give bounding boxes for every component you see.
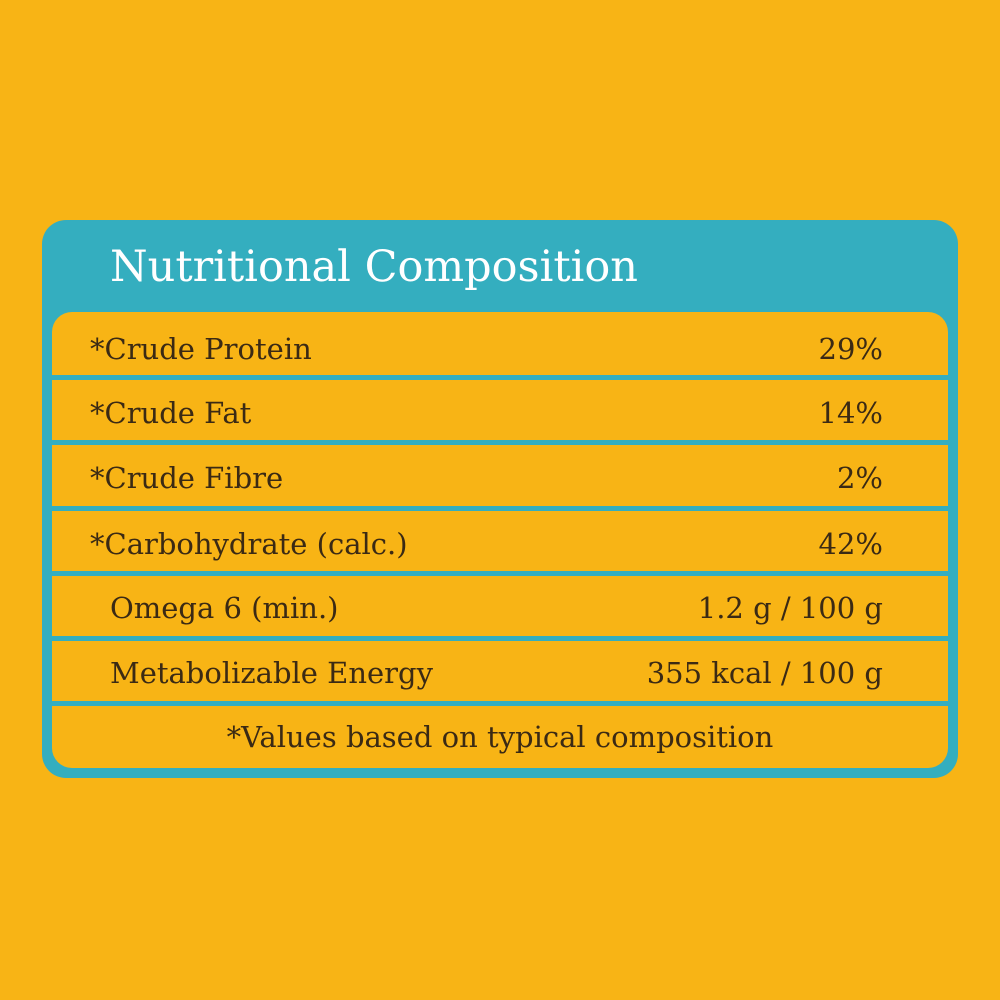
table-row: *Crude Protein 29% — [52, 319, 948, 379]
row-label: *Crude Protein — [90, 332, 312, 366]
table-row: Metabolizable Energy 355 kcal / 100 g — [52, 643, 948, 703]
table-row: *Crude Fibre 2% — [52, 448, 948, 508]
nutrition-table: *Values based on typical composition *Cr… — [52, 312, 948, 768]
table-row: Omega 6 (min.) 1.2 g / 100 g — [52, 578, 948, 638]
row-label: *Crude Fibre — [90, 461, 284, 495]
row-label: *Crude Fat — [90, 396, 252, 430]
row-label: Metabolizable Energy — [110, 656, 433, 690]
table-row: *Carbohydrate (calc.) 42% — [52, 514, 948, 574]
row-separator — [52, 701, 948, 706]
row-label: *Carbohydrate (calc.) — [90, 527, 408, 561]
card-title: Nutritional Composition — [110, 242, 638, 292]
row-value: 14% — [818, 396, 883, 430]
row-value: 355 kcal / 100 g — [646, 656, 883, 690]
row-separator — [52, 636, 948, 641]
row-value: 29% — [818, 332, 883, 366]
footnote: *Values based on typical composition — [226, 720, 774, 754]
row-value: 42% — [818, 527, 883, 561]
row-label: Omega 6 (min.) — [110, 591, 339, 625]
row-value: 2% — [836, 461, 883, 495]
row-separator — [52, 375, 948, 380]
nutrition-card: Nutritional Composition *Values based on… — [42, 220, 958, 778]
row-separator — [52, 506, 948, 511]
row-separator — [52, 440, 948, 445]
row-separator — [52, 571, 948, 576]
table-row: *Crude Fat 14% — [52, 383, 948, 443]
row-value: 1.2 g / 100 g — [697, 591, 883, 625]
